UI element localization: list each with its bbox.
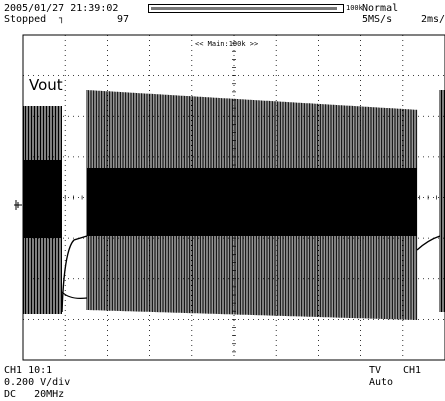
- memory-position-fill: [151, 7, 337, 10]
- signal-label: Vout: [29, 76, 63, 94]
- trace-recovery: [416, 235, 441, 251]
- rising-edge-icon: ┐: [59, 14, 65, 24]
- trace-recovery: [61, 235, 88, 313]
- zoom-window-label: << Main:100k >>: [195, 40, 259, 48]
- run-status: Stopped: [4, 14, 47, 25]
- volts-per-div: 0.200 V/div: [4, 377, 71, 388]
- trigger-mode: Auto: [369, 377, 394, 388]
- trigger-source: CH1: [403, 365, 422, 376]
- ground-level-marker: [14, 200, 22, 210]
- trigger-type: TV: [369, 365, 382, 376]
- memory-position-bar: [148, 4, 344, 13]
- acquisition-count: 97: [117, 14, 130, 25]
- time-per-div: 2ms/div: [421, 14, 445, 25]
- sample-rate: 5MS/s: [362, 14, 393, 25]
- record-length: 100k: [346, 4, 363, 12]
- channel-probe: CH1 10:1: [4, 365, 53, 376]
- waveform-trace: [23, 90, 445, 320]
- coupling-bandwidth: DC 20MHz: [4, 389, 65, 400]
- timestamp: 2005/01/27 21:39:02: [4, 3, 119, 14]
- acquisition-mode: Normal: [362, 3, 399, 14]
- trace-core: [87, 168, 417, 236]
- trace-core: [24, 160, 62, 238]
- trace-recovery: [61, 291, 88, 299]
